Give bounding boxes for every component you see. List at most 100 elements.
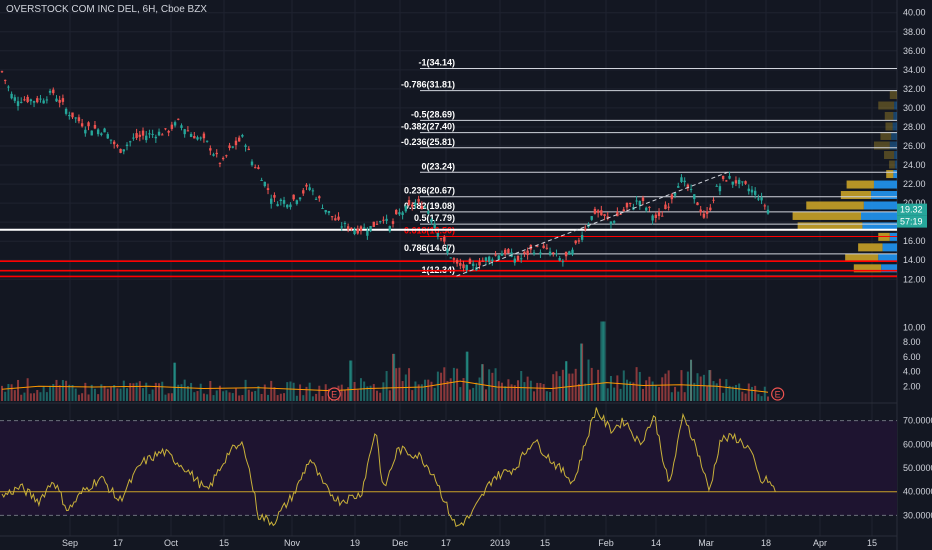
volume-bar [61, 380, 64, 401]
volume-bar [212, 395, 215, 401]
volume-spike-bar [393, 353, 396, 401]
volume-bar [164, 394, 167, 401]
volume-bar [472, 387, 475, 401]
volume-bar [411, 390, 414, 401]
price-axis-tick: 24.00 [903, 160, 926, 170]
volume-bar [654, 385, 657, 401]
volume-bar [635, 367, 638, 401]
volume-bar [520, 370, 523, 401]
price-candles [0, 70, 770, 274]
volume-bar [4, 391, 7, 401]
volume-bar [68, 384, 71, 401]
candle-body [378, 221, 382, 223]
candle-body [202, 133, 206, 139]
candle-body [439, 238, 443, 240]
volume-bar [292, 382, 295, 401]
volume-bar [318, 385, 321, 401]
candle-body [696, 202, 699, 206]
time-axis-tick: 14 [651, 538, 661, 548]
volume-profile-buy [845, 253, 879, 262]
candle-body [74, 117, 77, 119]
time-axis-tick: 15 [867, 538, 877, 548]
volume-bar [1, 385, 3, 401]
volume-bar [542, 384, 545, 401]
price-axis-tick: 12.00 [903, 274, 926, 284]
volume-spike-bar [466, 351, 469, 401]
candle-body [343, 223, 347, 225]
candle-body [353, 229, 356, 235]
volume-spike-bar [602, 321, 605, 401]
candle-body [638, 200, 641, 206]
volume-bar [247, 389, 250, 401]
price-axis-tick: 14.00 [903, 255, 926, 265]
candle-body [600, 210, 603, 216]
volume-bar [468, 389, 471, 401]
price-axis-tick: 34.00 [903, 65, 926, 75]
earnings-marker [327, 387, 341, 401]
candle-body [657, 211, 661, 217]
candle-body [350, 227, 353, 230]
volume-bar [190, 382, 193, 401]
candle-body [215, 152, 218, 155]
candle-body [420, 206, 424, 210]
volume-bar [497, 381, 500, 401]
volume-bar [170, 393, 173, 401]
candle-body [520, 258, 523, 260]
candle-body [52, 89, 55, 94]
volume-bar [462, 378, 465, 401]
candle-body [689, 188, 693, 190]
volume-bar [81, 393, 84, 401]
candle-body [721, 175, 725, 180]
candle-body [523, 251, 526, 254]
volume-bar [523, 382, 526, 401]
candle-body [225, 155, 228, 157]
volume-bar [392, 353, 395, 401]
volume-bar [616, 375, 619, 401]
candle-body [398, 212, 401, 215]
candle-body [468, 258, 472, 264]
volume-bar [279, 393, 282, 401]
volume-bar [600, 321, 603, 401]
candle-body [641, 197, 645, 202]
volume-bar [315, 393, 318, 401]
candle-body [305, 184, 308, 187]
candle-body [241, 135, 244, 137]
candle-body [189, 134, 193, 137]
candle-body [497, 255, 500, 260]
volume-bar [459, 387, 462, 401]
candle-body [680, 177, 683, 183]
candle-body [443, 236, 446, 242]
volume-bar [427, 379, 430, 401]
candle-body [314, 198, 318, 200]
volume-bar [638, 371, 641, 401]
volume-bar [125, 388, 128, 401]
candle-body [536, 245, 539, 247]
candle-body [391, 221, 395, 224]
volume-bar [484, 389, 487, 401]
candle-body [318, 196, 321, 199]
candle-body [20, 101, 23, 103]
candle-body [558, 258, 561, 261]
price-axis-tick: 28.00 [903, 122, 926, 132]
volume-bar [113, 385, 116, 401]
volume-profile-sell [878, 253, 897, 262]
candle-body [39, 98, 42, 100]
volume-axis-tick: 4.00 [903, 367, 921, 377]
volume-bar [424, 379, 427, 401]
volume-bar [385, 371, 388, 401]
last-price-badge [897, 203, 927, 216]
volume-bar [760, 396, 763, 401]
candle-body [737, 179, 741, 184]
candle-body [728, 175, 731, 179]
candle-body [257, 167, 260, 169]
volume-bar [142, 388, 145, 401]
candle-body [747, 188, 750, 192]
volume-bar [132, 383, 135, 401]
candle-body [584, 228, 587, 230]
volume-bar [744, 393, 747, 401]
candle-body [177, 118, 180, 120]
candle-body [401, 212, 404, 216]
volume-axis-tick: 10.00 [903, 322, 926, 332]
volume-bar [295, 395, 298, 401]
